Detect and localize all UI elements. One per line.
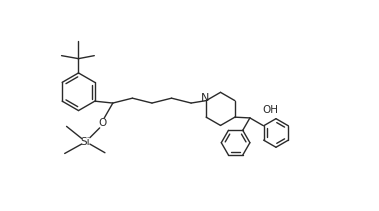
Text: O: O [98, 118, 106, 128]
Text: Si: Si [81, 137, 90, 147]
Text: OH: OH [262, 105, 278, 115]
Text: N: N [201, 93, 210, 103]
